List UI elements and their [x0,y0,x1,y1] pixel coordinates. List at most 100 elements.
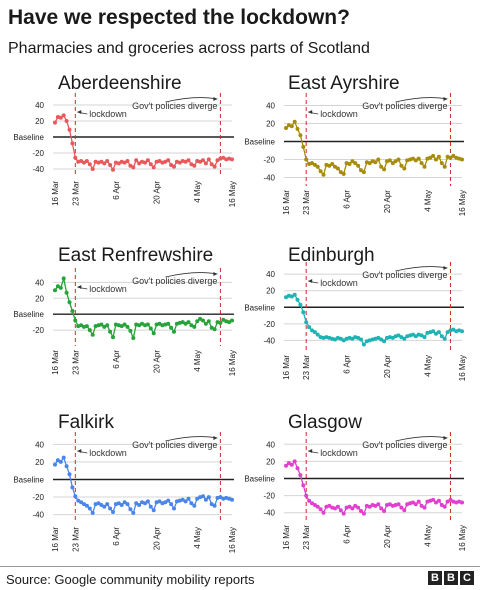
data-point [212,503,217,508]
data-point [201,318,205,323]
data-point [460,329,464,334]
policies-arrowhead [213,272,218,276]
x-tick-label: 6 Apr [343,525,352,544]
data-point [338,508,343,513]
footer-divider [0,566,480,567]
bbc-logo-letter: C [460,571,474,585]
data-point [209,502,214,507]
x-tick-label: 23 Mar [302,525,311,550]
data-point [387,502,392,507]
data-point [67,472,72,477]
data-point [186,158,191,163]
data-point [111,167,115,172]
lockdown-annotation: lockdown [320,109,358,119]
data-point [218,320,223,325]
data-point [442,504,447,509]
data-point [413,158,418,163]
data-point [70,141,75,146]
series-line [285,120,463,177]
data-point [419,503,424,508]
data-point [376,502,381,507]
data-point [341,338,346,343]
policies-diverge-annotation: Gov't policies diverge [132,101,217,111]
data-point [442,164,447,169]
x-tick-label: 20 Apr [383,355,392,378]
panel-title-east-renfrewshire: East Renfrewshire [58,245,214,266]
data-point [166,321,171,326]
policies-arrowhead [443,266,448,270]
policies-arrowhead [213,97,218,101]
data-point [310,161,314,166]
data-point [169,325,174,330]
x-tick-label: 6 Apr [112,527,121,546]
data-point [212,164,217,169]
lockdown-arrowhead [77,449,82,453]
x-tick-label: 20 Apr [153,527,162,550]
data-point [64,464,69,469]
bbc-logo: B B C [428,571,474,585]
data-point [105,159,110,163]
x-tick-label: 20 Apr [383,190,392,213]
source-note: Source: Google community mobility report… [6,572,255,587]
data-point [73,494,78,499]
data-point [230,157,234,162]
data-point [402,336,407,341]
y-tick-label: 40 [35,440,44,449]
data-point [434,500,438,505]
data-point [137,503,142,507]
lockdown-annotation: lockdown [320,448,358,458]
data-point [422,164,427,169]
data-point [111,510,115,514]
data-point [330,162,335,166]
lockdown-annotation: lockdown [89,284,127,294]
data-point [436,154,441,159]
y-tick-label: -20 [32,149,44,158]
x-tick-label: 23 Mar [302,355,311,380]
data-point [125,159,130,163]
data-point [419,161,424,166]
baseline-label: Baseline [244,303,275,312]
data-point [379,506,384,511]
data-point [212,327,217,332]
baseline-label: Baseline [244,475,275,484]
data-point [108,506,113,511]
data-point [145,322,150,327]
y-tick-label: 20 [35,458,44,467]
data-point [218,495,223,500]
lockdown-arrowhead [308,110,313,114]
x-tick-label: 16 Mar [282,525,291,550]
data-point [315,164,320,169]
data-point [341,171,346,176]
y-tick-label: 20 [35,117,44,126]
x-tick-label: 20 Apr [153,350,162,373]
data-point [436,330,441,335]
data-point [376,157,381,162]
x-tick-label: 6 Apr [112,181,121,200]
data-point [298,133,303,138]
y-tick-label: 40 [266,270,275,279]
data-point [295,466,300,471]
lockdown-annotation: lockdown [320,278,358,288]
data-point [436,498,441,503]
baseline-label: Baseline [13,476,44,485]
data-point [195,319,200,324]
data-point [439,161,444,166]
y-tick-label: -40 [263,174,275,183]
data-point [304,320,309,325]
x-tick-label: 4 May [193,527,202,549]
data-point [312,330,317,335]
data-point [359,337,363,342]
x-tick-label: 16 Mar [51,350,60,375]
data-point [289,124,294,129]
data-point [367,504,372,509]
baseline-label: Baseline [244,138,275,147]
data-point [451,153,456,158]
data-point [335,504,340,509]
x-tick-label: 4 May [423,525,432,547]
data-point [102,504,107,509]
data-point [209,162,214,167]
data-point [163,500,168,505]
data-point [335,166,340,171]
data-point [166,498,171,503]
